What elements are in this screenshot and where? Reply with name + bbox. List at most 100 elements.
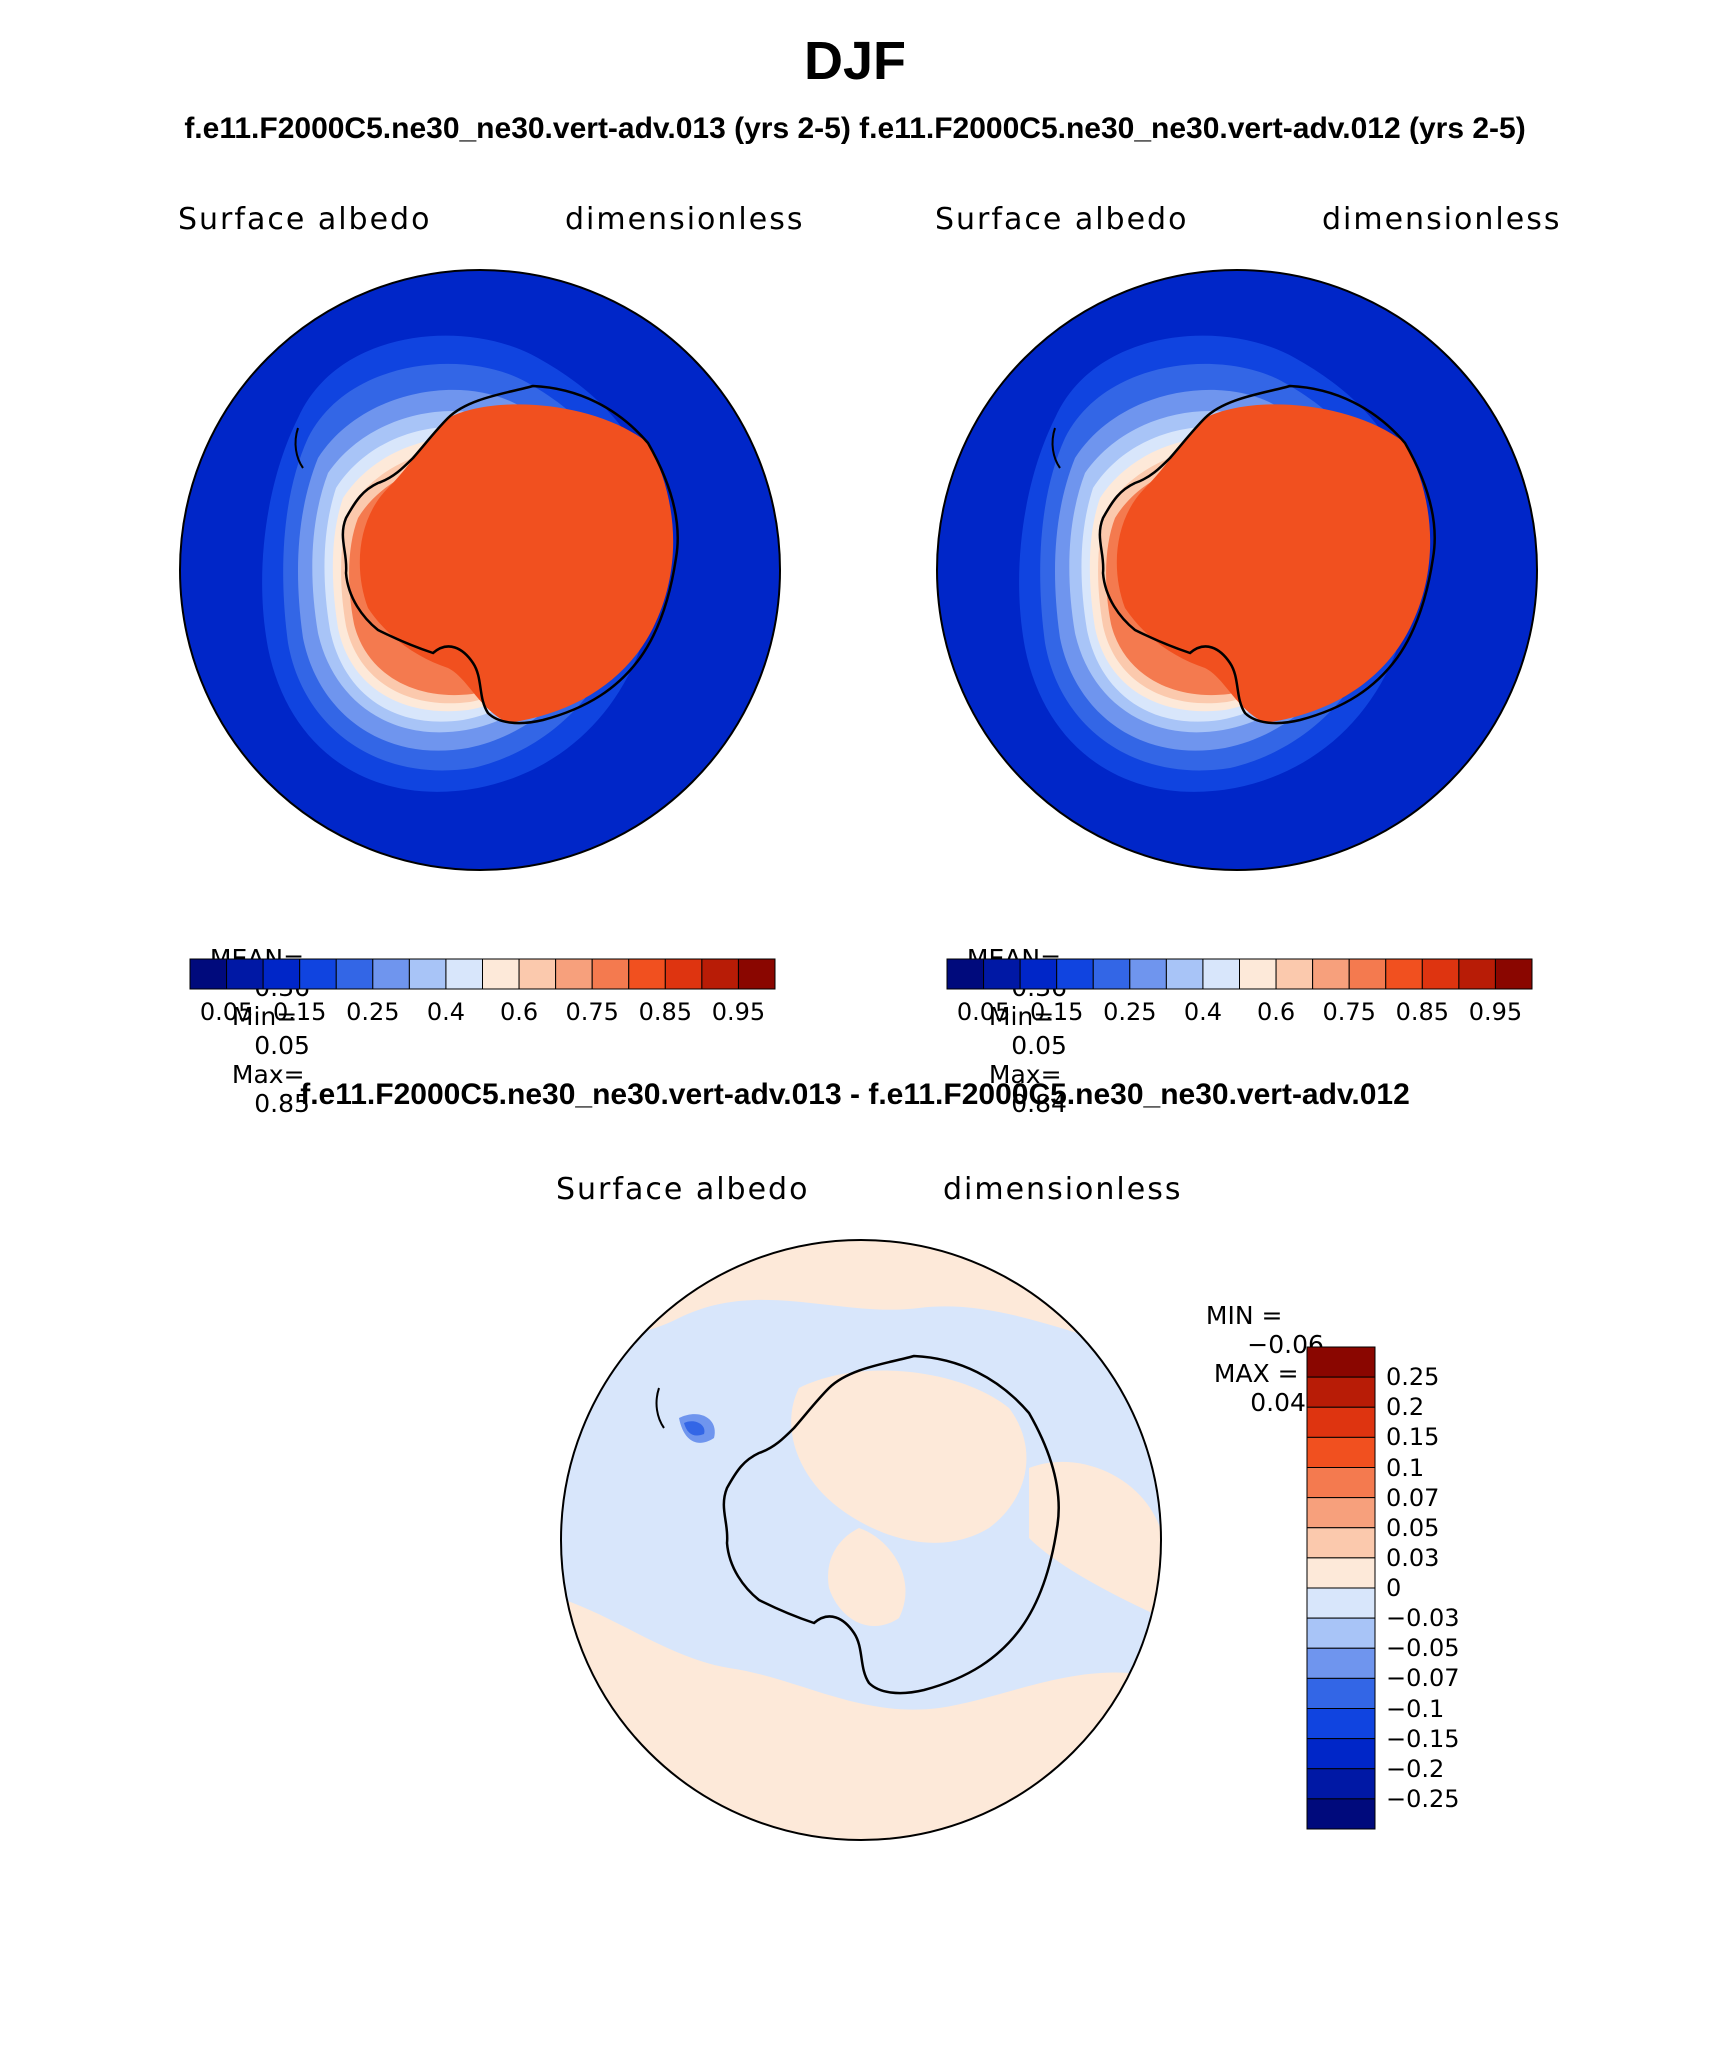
panel2-colorbar-box <box>1421 958 1460 990</box>
diff-colorbar-tick-label: −0.03 <box>1386 1604 1460 1633</box>
diff-colorbar-box <box>1306 1677 1376 1709</box>
panel2-colorbar-tick-label: 0.05 <box>956 998 1011 1026</box>
panel1-colorbar-box <box>262 958 301 990</box>
panel1-colorbar-box <box>189 958 228 990</box>
panel1-colorbar-box <box>664 958 703 990</box>
panel1-colorbar-tick-label: 0.25 <box>346 998 400 1026</box>
panel1-polar-map <box>179 269 781 871</box>
diff-colorbar-tick-label: 0.25 <box>1386 1363 1440 1392</box>
panel1-colorbar <box>189 958 776 990</box>
diff-colorbar-tick-label: 0.1 <box>1386 1453 1425 1482</box>
diff-colorbar-tick-label: −0.1 <box>1386 1694 1445 1723</box>
panel2-colorbar-box <box>946 958 985 990</box>
diff-polar-map <box>560 1239 1162 1841</box>
diff-colorbar-box <box>1306 1708 1376 1740</box>
diff-variable-label: Surface albedo <box>556 1172 810 1207</box>
panel2-min-label: Min= <box>988 1002 1055 1031</box>
panel1-max-label: Max= <box>231 1060 305 1089</box>
diff-subtitle: f.e11.F2000C5.ne30_ne30.vert-adv.013 - f… <box>300 1078 1410 1111</box>
panel1-colorbar-box <box>555 958 593 990</box>
panel2-polar-map <box>936 269 1538 871</box>
panel1-colorbar-box <box>408 958 447 990</box>
panel2-min-value: 0.05 <box>1011 1031 1067 1060</box>
panel2-colorbar-box <box>1275 958 1314 990</box>
diff-units-label: dimensionless <box>943 1172 1183 1207</box>
diff-colorbar-box <box>1306 1467 1376 1499</box>
diff-colorbar-box <box>1306 1798 1376 1830</box>
top-subtitle: f.e11.F2000C5.ne30_ne30.vert-adv.013 (yr… <box>184 112 1526 145</box>
panel2-colorbar-box <box>1092 958 1131 990</box>
diff-max-value: 0.04 <box>1250 1388 1306 1417</box>
panel2-colorbar-tick-label: 0.4 <box>1183 998 1223 1026</box>
panel2-colorbar-box <box>1129 958 1167 990</box>
panel1-colorbar-tick-label: 0.75 <box>565 998 619 1026</box>
panel1-colorbar-tick-label: 0.85 <box>638 998 693 1026</box>
panel1-colorbar-box <box>518 958 557 990</box>
panel2-max-value: 0.84 <box>1011 1089 1067 1118</box>
panel1-colorbar-tick-label: 0.6 <box>499 998 539 1026</box>
panel2-variable-label: Surface albedo <box>935 202 1189 237</box>
panel2-colorbar-box <box>1494 958 1533 990</box>
diff-colorbar-box <box>1306 1647 1376 1679</box>
diff-colorbar-tick-label: −0.25 <box>1386 1784 1460 1813</box>
panel2-colorbar-box <box>1312 958 1350 990</box>
diff-colorbar-tick-label: 0 <box>1386 1574 1402 1602</box>
panel1-colorbar-box <box>628 958 666 990</box>
diff-colorbar-tick-label: −0.2 <box>1386 1754 1445 1783</box>
diff-min-label: MIN = <box>1205 1301 1283 1330</box>
panel1-colorbar-box <box>335 958 374 990</box>
panel1-colorbar-box <box>737 958 776 990</box>
panel2-colorbar-box <box>1056 958 1094 990</box>
diff-colorbar-tick-label: 0.15 <box>1386 1423 1440 1452</box>
panel1-colorbar-box <box>372 958 410 990</box>
panel2-colorbar-box <box>1239 958 1277 990</box>
diff-colorbar-box <box>1306 1497 1376 1529</box>
panel1-colorbar-tick-label: 0.95 <box>711 998 766 1026</box>
panel2-colorbar <box>946 958 1533 990</box>
panel1-units-label: dimensionless <box>565 202 805 237</box>
panel1-variable-label: Surface albedo <box>178 202 432 237</box>
diff-colorbar-box <box>1306 1376 1376 1408</box>
panel1-colorbar-tick-label: 0.05 <box>199 998 254 1026</box>
panel2-colorbar-box <box>1458 958 1496 990</box>
panel1-colorbar-box <box>701 958 739 990</box>
panel2-colorbar-tick-label: 0.85 <box>1395 998 1450 1026</box>
diff-max-label: MAX = <box>1213 1359 1299 1388</box>
diff-colorbar-box <box>1306 1436 1376 1468</box>
diff-colorbar-box <box>1306 1346 1376 1378</box>
diff-colorbar-tick-label: 0.2 <box>1386 1393 1425 1422</box>
panel2-colorbar-tick-label: 0.25 <box>1103 998 1157 1026</box>
diff-colorbar-tick-label: −0.05 <box>1386 1634 1460 1663</box>
panel2-colorbar-box <box>1019 958 1058 990</box>
diff-colorbar-tick-label: −0.07 <box>1386 1664 1460 1693</box>
panel1-min-value: 0.05 <box>254 1031 310 1060</box>
diff-colorbar-tick-label: 0.05 <box>1386 1513 1440 1542</box>
panel1-max-value: 0.85 <box>254 1089 310 1118</box>
panel1-colorbar-box <box>591 958 630 990</box>
diff-colorbar-box <box>1306 1738 1376 1770</box>
panel2-max-label: Max= <box>988 1060 1062 1089</box>
diff-colorbar-tick-label: 0.07 <box>1386 1483 1440 1512</box>
diff-stats: MIN = −0.06 MAX = 0.04 <box>1190 1272 1324 1417</box>
panel1-colorbar-box <box>299 958 337 990</box>
panel2-units-label: dimensionless <box>1322 202 1562 237</box>
panel2-colorbar-box <box>1202 958 1240 990</box>
diff-colorbar <box>1306 1346 1376 1830</box>
diff-colorbar-tick-label: 0.03 <box>1386 1543 1440 1572</box>
diff-colorbar-box <box>1306 1406 1376 1438</box>
panel1-colorbar-box <box>445 958 483 990</box>
figure-title: DJF <box>803 31 906 91</box>
panel2-colorbar-box <box>1385 958 1423 990</box>
panel2-colorbar-tick-label: 0.15 <box>1029 998 1084 1026</box>
diff-colorbar-box <box>1306 1768 1376 1800</box>
panel2-colorbar-box <box>1165 958 1204 990</box>
panel1-colorbar-box <box>226 958 264 990</box>
panel1-colorbar-box <box>482 958 520 990</box>
panel1-colorbar-tick-label: 0.4 <box>426 998 466 1026</box>
diff-colorbar-box <box>1306 1587 1376 1619</box>
panel2-colorbar-tick-label: 0.95 <box>1468 998 1523 1026</box>
panel2-colorbar-box <box>983 958 1021 990</box>
diff-colorbar-box <box>1306 1527 1376 1559</box>
diff-colorbar-tick-label: −0.15 <box>1386 1724 1460 1753</box>
panel1-min-label: Min= <box>231 1002 298 1031</box>
